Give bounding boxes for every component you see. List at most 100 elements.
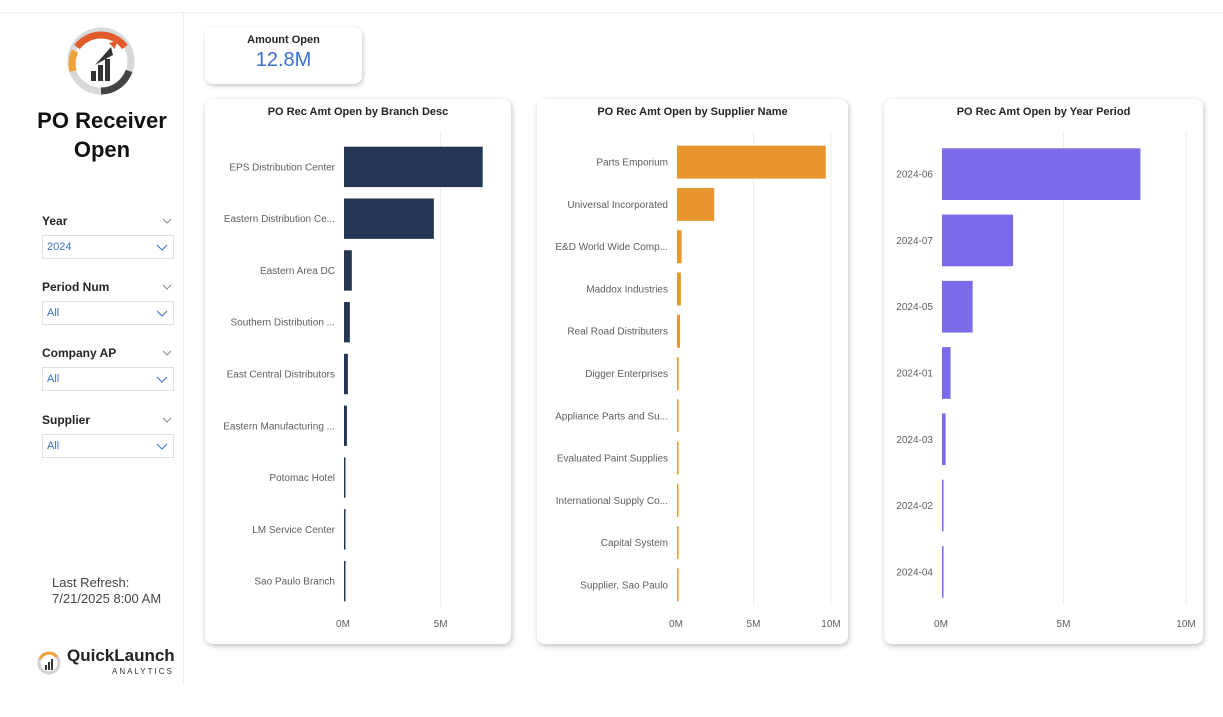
filter-supplier-label: Supplier [42, 413, 91, 427]
filter-period-num-label: Period Num [42, 280, 110, 294]
bar[interactable] [942, 148, 1141, 200]
bar[interactable] [677, 314, 681, 348]
category-label: Supplier, Sao Paulo [580, 580, 668, 591]
chart-card-branch[interactable]: PO Rec Amt Open by Branch Desc 0M 5M EPS D… [205, 99, 511, 644]
category-label: Sao Paulo Branch [254, 577, 335, 588]
filter-year-dropdown[interactable]: 2024 [42, 235, 174, 259]
bar[interactable] [677, 399, 679, 433]
filter-period-num-value: All [47, 307, 60, 319]
bar[interactable] [677, 526, 679, 560]
filter-company-ap-label: Company AP [42, 346, 117, 360]
filter-period-num[interactable]: Period Num All [42, 278, 174, 325]
bar[interactable] [677, 145, 826, 179]
filter-year[interactable]: Year 2024 [42, 212, 174, 259]
category-label: Parts Emporium [596, 158, 668, 169]
category-label: Southern Distribution ... [231, 318, 336, 329]
filter-company-ap[interactable]: Company AP All [42, 344, 174, 391]
sidebar: PO Receiver Open Year 2024 Period Num Al… [0, 13, 184, 685]
filter-supplier-dropdown[interactable]: All [42, 434, 174, 458]
bar[interactable] [344, 353, 348, 395]
filter-company-ap-value: All [47, 373, 60, 385]
last-refresh: Last Refresh: 7/21/2025 8:00 AM [52, 575, 161, 607]
x-tick-label: 0M [669, 619, 683, 630]
supplier-bar-chart[interactable]: 0M 5M 10M Parts Emporium Universal Incorpora… [537, 99, 848, 644]
bar[interactable] [344, 405, 347, 446]
x-tick-label: 10M [821, 619, 840, 630]
x-tick-label: 5M [434, 619, 448, 630]
report-title: PO Receiver Open [37, 108, 167, 162]
chart-title: PO Rec Amt Open by Year Period [956, 106, 1131, 118]
filter-year-value: 2024 [47, 241, 72, 253]
bar[interactable] [344, 509, 346, 550]
category-label: 2024-05 [896, 302, 933, 313]
chart-title: PO Rec Amt Open by Supplier Name [597, 106, 788, 118]
category-label: East Central Distributors [227, 370, 335, 381]
rocket-logo-icon [67, 27, 135, 95]
category-label: Eastern Distribution Ce... [224, 214, 335, 225]
chevron-down-icon[interactable] [160, 214, 174, 228]
chevron-down-icon[interactable] [160, 280, 174, 294]
bar[interactable] [942, 347, 951, 399]
bar[interactable] [942, 413, 946, 466]
chevron-down-icon[interactable] [160, 346, 174, 360]
category-label: Eastern Area DC [260, 266, 335, 277]
category-label: LM Service Center [252, 525, 335, 536]
brand-subtitle: ANALYTICS [112, 667, 174, 676]
x-tick-label: 5M [1057, 619, 1071, 630]
bar[interactable] [677, 483, 679, 517]
x-tick-label: 5M [747, 619, 761, 630]
x-tick-label: 10M [1176, 619, 1195, 630]
category-label: 2024-02 [896, 501, 933, 512]
bar[interactable] [942, 214, 1014, 267]
quicklaunch-logo-icon [37, 651, 61, 675]
category-label: 2024-04 [896, 567, 933, 578]
filter-company-ap-dropdown[interactable]: All [42, 367, 174, 391]
category-label: Appliance Parts and Su... [555, 411, 668, 422]
kpi-card-amount-open[interactable]: Amount Open 12.8M [205, 27, 362, 84]
category-label: Digger Enterprises [585, 369, 668, 380]
category-label: 2024-03 [896, 435, 933, 446]
bar[interactable] [942, 280, 973, 333]
filter-supplier-value: All [47, 440, 60, 452]
chart-card-supplier[interactable]: PO Rec Amt Open by Supplier Name 0M 5M 10M… [537, 99, 848, 644]
filter-period-num-dropdown[interactable]: All [42, 301, 174, 325]
bar[interactable] [677, 272, 681, 306]
category-label: 2024-06 [896, 170, 933, 181]
category-label: E&D World Wide Comp... [555, 242, 668, 253]
kpi-value: 12.8M [255, 49, 312, 71]
category-label: Capital System [601, 538, 668, 549]
brand-name: QuickLaunch [67, 646, 175, 665]
bar[interactable] [677, 357, 679, 390]
bar[interactable] [344, 302, 350, 343]
category-label: Real Road Distributers [567, 327, 668, 338]
bar[interactable] [344, 560, 346, 602]
chart-card-year-period[interactable]: PO Rec Amt Open by Year Period 0M 5M 10M 20… [884, 99, 1203, 644]
bar[interactable] [677, 230, 682, 264]
year-period-bar-chart[interactable]: 0M 5M 10M 2024-06 2024-07 2024-05 2024-01 2024-… [884, 99, 1203, 644]
chevron-down-icon[interactable] [155, 306, 169, 320]
chevron-down-icon[interactable] [155, 240, 169, 254]
top-divider [0, 12, 1223, 13]
bar[interactable] [942, 546, 944, 598]
bar[interactable] [344, 250, 352, 291]
bar[interactable] [942, 479, 944, 532]
category-label: 2024-07 [896, 236, 933, 247]
last-refresh-label: Last Refresh: [52, 575, 130, 590]
bar[interactable] [344, 198, 434, 239]
brand-logo: QuickLaunch ANALYTICS [36, 646, 176, 682]
bar[interactable] [677, 568, 679, 602]
chevron-down-icon[interactable] [155, 439, 169, 453]
category-label: Universal Incorporated [567, 200, 668, 211]
chevron-down-icon[interactable] [155, 372, 169, 386]
filter-supplier[interactable]: Supplier All [42, 411, 174, 458]
filter-year-label: Year [42, 214, 68, 228]
bar[interactable] [344, 146, 483, 188]
chevron-down-icon[interactable] [160, 413, 174, 427]
bar[interactable] [677, 441, 679, 475]
bar[interactable] [677, 187, 715, 221]
branch-bar-chart[interactable]: 0M 5M EPS Distribution Center Eastern Distr… [205, 99, 511, 644]
bar[interactable] [344, 457, 346, 498]
x-tick-label: 0M [336, 619, 350, 630]
x-tick-label: 0M [934, 619, 948, 630]
